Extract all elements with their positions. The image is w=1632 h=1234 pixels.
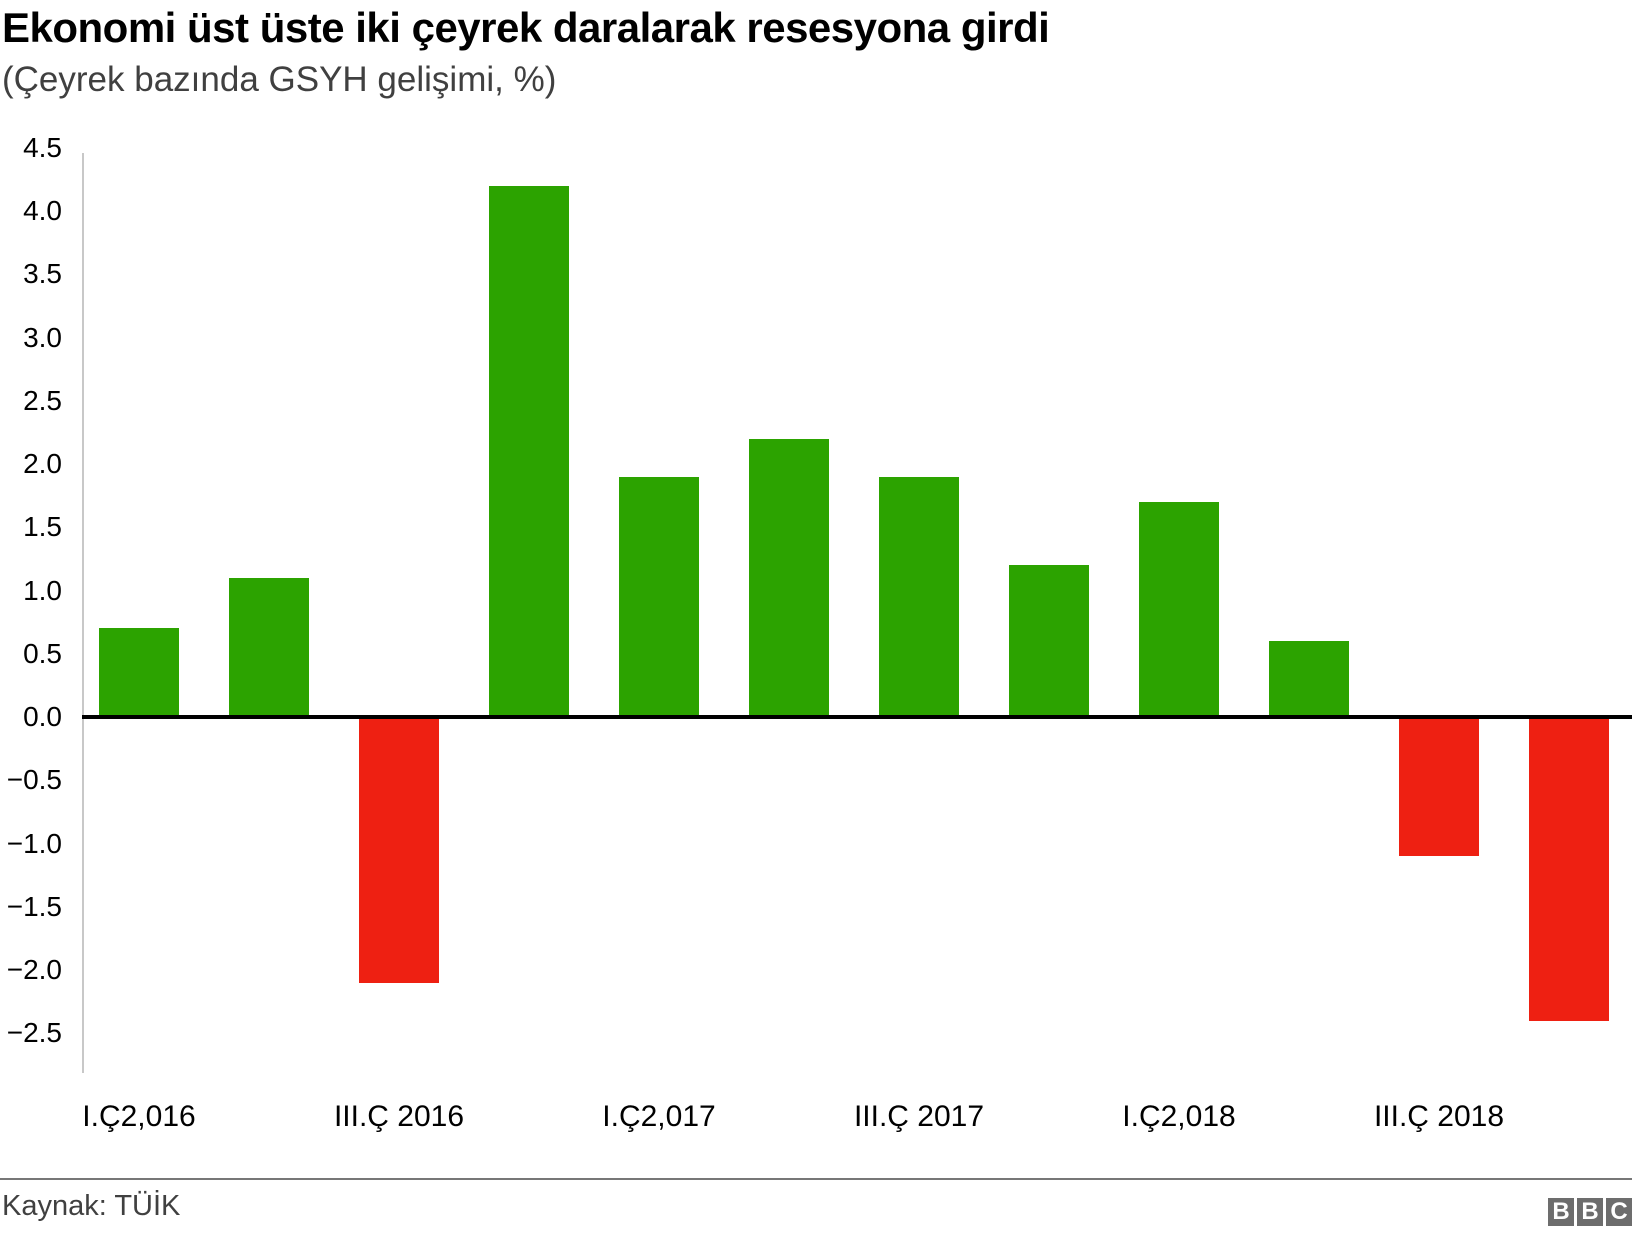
bar-ii-2018	[1269, 641, 1349, 717]
y-tick-label: 3.0	[23, 321, 62, 353]
bar-i-2016	[99, 628, 179, 717]
footer-divider	[0, 1178, 1632, 1180]
bar-ii-2016	[229, 577, 309, 717]
y-tick-label: 1.5	[23, 511, 62, 543]
y-tick-label: −2.0	[6, 954, 62, 985]
y-tick-label: −1.5	[6, 890, 62, 922]
bar-iii-2016	[359, 717, 439, 983]
source-text: Kaynak: TÜİK	[2, 1190, 181, 1222]
y-tick-label: −0.5	[6, 764, 62, 796]
bar-iii-2018	[1399, 717, 1479, 857]
bar-i-2017	[619, 476, 699, 717]
zero-line	[82, 715, 1632, 719]
y-tick-label: −2.5	[6, 1017, 62, 1049]
bar-iv-2018	[1529, 717, 1609, 1021]
y-tick-label: 1.0	[23, 574, 62, 606]
bar-i-2018	[1139, 501, 1219, 717]
logo-letter: B	[1548, 1198, 1574, 1226]
y-tick-label: 4.5	[23, 131, 62, 163]
bar-iv-2016	[489, 185, 569, 717]
chart-subtitle: (Çeyrek bazında GSYH gelişimi, %)	[2, 60, 557, 99]
y-tick-label: −1.0	[6, 827, 62, 859]
logo-letter: C	[1606, 1198, 1632, 1226]
x-tick-label: III.Ç 2016	[333, 1100, 465, 1133]
bar-iv-2017	[1009, 565, 1089, 717]
x-tick-label: III.Ç 2018	[1373, 1100, 1505, 1133]
y-tick-label: 2.5	[23, 384, 62, 416]
y-axis-line	[82, 153, 84, 1073]
x-tick-label: I.Ç2,016	[82, 1100, 196, 1133]
y-tick-label: 2.0	[23, 448, 62, 479]
x-tick-label: III.Ç 2017	[853, 1100, 985, 1133]
x-tick-label: I.Ç2,017	[602, 1100, 716, 1133]
bbc-logo: B B C	[1548, 1198, 1632, 1226]
bar-ii-2017	[749, 438, 829, 717]
y-tick-label: 0.0	[23, 701, 62, 732]
y-tick-label: 0.5	[23, 637, 62, 669]
chart-title: Ekonomi üst üste iki çeyrek daralarak re…	[2, 4, 1050, 51]
bar-iii-2017	[879, 476, 959, 717]
logo-letter: B	[1577, 1198, 1603, 1226]
x-tick-label: I.Ç2,018	[1122, 1100, 1236, 1133]
y-tick-label: 4.0	[23, 195, 62, 226]
y-tick-label: 3.5	[23, 258, 62, 290]
